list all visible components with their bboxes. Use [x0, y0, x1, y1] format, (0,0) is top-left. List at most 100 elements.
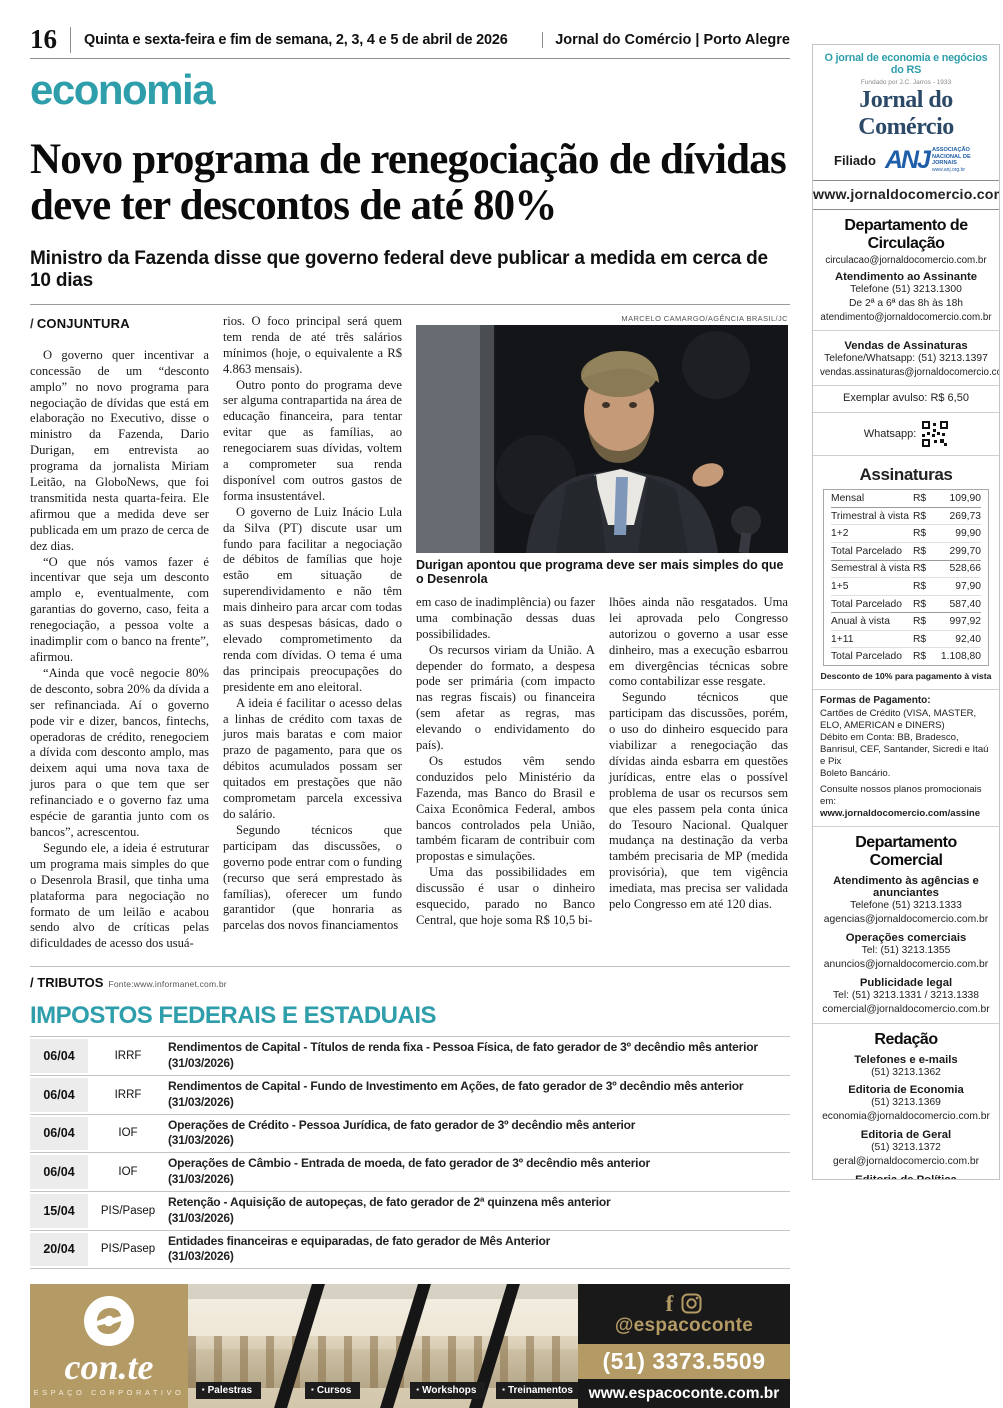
- contact-line: geral@jornaldocomercio.com.br: [832, 1156, 980, 1168]
- ad-label-chip: Workshops: [410, 1382, 486, 1400]
- tax-deadline-row: 20/04 PIS/Pasep Entidades financeiras e eq…: [30, 1229, 790, 1269]
- plan-label: 1+11: [831, 633, 854, 645]
- plan-price: 92,40: [955, 633, 981, 645]
- kicker-slash: /: [30, 315, 34, 331]
- whatsapp-section: Whatsapp:: [813, 412, 999, 455]
- plan-price: 587,40: [949, 598, 982, 610]
- photo-illustration: [416, 324, 788, 553]
- ad-brand-name: con.te: [64, 1347, 154, 1388]
- tax-reference-date: (31/03/2026): [168, 1172, 234, 1187]
- circulation-section: Departamento de Circulação circulacao@jo…: [813, 210, 999, 330]
- section-title: economia: [30, 66, 216, 113]
- contact-line: anuncios@jornaldocomercio.com.br: [823, 959, 989, 971]
- article-column-4: lhões ainda não resgatados. Uma lei apro…: [609, 595, 788, 929]
- ad-social-icons: f: [666, 1291, 703, 1315]
- subscription-row: Trimestral à vista R$ 269,73: [831, 506, 981, 525]
- deadline-date: 15/04: [30, 1193, 88, 1228]
- ad-label-chip: Cursos: [305, 1382, 361, 1400]
- subscription-row: Total Parcelado R$ 1.108,80: [831, 647, 981, 665]
- ad-photo-strip: Palestras Cursos Workshops Treinamentos: [188, 1284, 578, 1408]
- commercial-department-section: Departamento Comercial Atendimento às ag…: [813, 826, 999, 1022]
- currency-symbol: R$: [913, 616, 927, 628]
- tax-deadline-row: 15/04 PIS/Pasep Retenção - Aquisição de au…: [30, 1190, 790, 1230]
- tax-deadline-row: 06/04 IRRF Rendimentos de Capital - Título…: [30, 1036, 790, 1075]
- plan-label: Trimestral à vista: [831, 510, 910, 522]
- filiado-row: Filiado ANJ ASSOCIAÇÃO NACIONAL DE JORNA…: [820, 147, 992, 173]
- tax-name: IRRF: [114, 1088, 142, 1101]
- article-paragraph: Segundo técnicos que participam das disc…: [609, 690, 788, 912]
- subscription-row: 1+2 R$ 99,90: [831, 524, 981, 542]
- tax-description: Retenção - Aquisição de autopeças, de fa…: [168, 1192, 790, 1230]
- tax-reference-date: (31/03/2026): [168, 1249, 234, 1264]
- article-paragraph: Uma das possibilidades em discussão é us…: [416, 865, 595, 927]
- article-paragraph: Os estudos vêm sendo conduzidos pelo Min…: [416, 753, 595, 864]
- ad-phone: (51) 3373.5509: [578, 1344, 790, 1380]
- contact-line: agencias@jornaldocomercio.com.br: [823, 914, 989, 926]
- sidebar-tagline: O jornal de economia e negócios do RS: [824, 52, 988, 76]
- plan-label: Semestral à vista: [831, 563, 910, 575]
- plan-price: 997,92: [949, 616, 982, 628]
- article-paragraph: Segundo técnicos que participam das disc…: [223, 822, 402, 933]
- photo-credit: MARCELO CAMARGO/AGÊNCIA BRASIL/JC: [621, 313, 788, 323]
- tax-description-text: Rendimentos de Capital - Fundo de Invest…: [168, 1078, 744, 1093]
- sales-heading: Vendas de Assinaturas: [844, 340, 968, 353]
- plan-label: Total Parcelado: [831, 598, 902, 610]
- article-body: / CONJUNTURA O governo quer incentivar a …: [30, 314, 790, 952]
- subscription-row: Mensal R$ 109,90: [831, 490, 981, 507]
- deadline-date: 06/04: [30, 1077, 88, 1112]
- tax-deadline-row: 06/04 IOF Operações de Câmbio - Entrada de…: [30, 1152, 790, 1191]
- tax-reference-date: (31/03/2026): [168, 1094, 234, 1109]
- currency-symbol: R$: [913, 510, 927, 522]
- subscription-sales-section: Vendas de Assinaturas Telefone/Whatsapp:…: [813, 330, 999, 385]
- contact-block: Editoria de Política(51) 3213.1374politi…: [820, 1174, 992, 1179]
- plan-price: 97,90: [955, 580, 981, 592]
- article-column-1: / CONJUNTURA O governo quer incentivar a …: [30, 314, 209, 952]
- newsroom-section: Redação Telefones e e-mails (51) 3213.136…: [813, 1022, 999, 1179]
- currency-symbol: R$: [913, 528, 927, 540]
- dateline: Quinta e sexta-feira e fim de semana, 2,…: [84, 31, 508, 48]
- kicker-label: TRIBUTOS: [37, 975, 104, 991]
- circulation-email: circulacao@jornaldocomercio.com.br: [825, 255, 987, 267]
- payment-line: Boleto Bancário.: [820, 767, 891, 779]
- anj-description: ASSOCIAÇÃO NACIONAL DE JORNAIS: [931, 147, 971, 167]
- article-column-3: em caso de inadimplência) ou fazer uma c…: [416, 595, 595, 929]
- plan-price: 299,70: [949, 545, 982, 557]
- ad-social-handle: @espacoconte: [614, 1315, 754, 1337]
- ad-brand-subtitle: ESPAÇO CORPORATIVO: [33, 1388, 185, 1398]
- tax-name: IRRF: [114, 1050, 142, 1063]
- currency-symbol: R$: [913, 598, 927, 610]
- tax-deadline-row: 06/04 IRRF Rendimentos de Capital - Fundo …: [30, 1074, 790, 1114]
- ad-brand-block: con.te ESPAÇO CORPORATIVO: [30, 1284, 188, 1408]
- currency-symbol: R$: [913, 580, 927, 592]
- ad-photo-ceiling: [188, 1284, 578, 1300]
- subscription-row: Anual à vista R$ 997,92: [831, 612, 981, 630]
- article-columns-3-4: em caso de inadimplência) ou fazer uma c…: [416, 595, 788, 929]
- anj-logo: ANJ ASSOCIAÇÃO NACIONAL DE JORNAIS www.a…: [885, 147, 978, 173]
- article-paragraph: lhões ainda não resgatados. Uma lei apro…: [609, 594, 788, 689]
- currency-symbol: R$: [913, 563, 927, 575]
- subscription-row: 1+11 R$ 92,40: [831, 629, 981, 648]
- subscription-row: 1+5 R$ 97,90: [831, 577, 981, 595]
- tax-description-text: Operações de Câmbio - Entrada de moeda, …: [168, 1156, 650, 1171]
- subscription-price-table: Mensal R$ 109,90 Trimestral à vista R$ 269,73…: [823, 489, 989, 667]
- tax-reference-date: (31/03/2026): [168, 1210, 234, 1225]
- plan-label: 1+2: [831, 528, 849, 540]
- newspaper-page: 16 Quinta e sexta-feira e fim de semana,…: [0, 0, 1003, 1344]
- masthead-sidebar: O jornal de economia e negócios do RS Fu…: [812, 44, 1000, 1180]
- jc-website: www.jornaldocomercio.com: [813, 180, 999, 211]
- subscriber-email: atendimento@jornaldocomercio.com.br: [820, 312, 992, 324]
- plan-label: Total Parcelado: [831, 651, 902, 663]
- tax-description-text: Rendimentos de Capital - Títulos de rend…: [168, 1040, 758, 1055]
- photo-and-columns: MARCELO CAMARGO/AGÊNCIA BRASIL/JC: [416, 314, 788, 952]
- article-paragraph: O governo de Luiz Inácio Lula da Silva (…: [223, 504, 402, 694]
- deadline-date: 06/04: [30, 1116, 88, 1151]
- article-paragraph: Segundo ele, a ideia é estruturar um pro…: [30, 840, 209, 951]
- single-copy-section: Exemplar avulso: R$ 6,50: [813, 385, 999, 412]
- currency-symbol: R$: [913, 651, 927, 663]
- page-header: 16 Quinta e sexta-feira e fim de semana,…: [30, 26, 790, 59]
- contact-block: Editoria de Geral (51) 3213.1372 geral@jor…: [820, 1129, 992, 1169]
- commercial-contacts: Atendimento às agências e anunciantes Tel…: [820, 875, 992, 1016]
- contact-block-title: Telefones e e-mails: [854, 1053, 958, 1066]
- subscriptions-heading: Assinaturas: [859, 465, 953, 485]
- publication-name: Jornal do Comércio | Porto Alegre: [542, 31, 790, 48]
